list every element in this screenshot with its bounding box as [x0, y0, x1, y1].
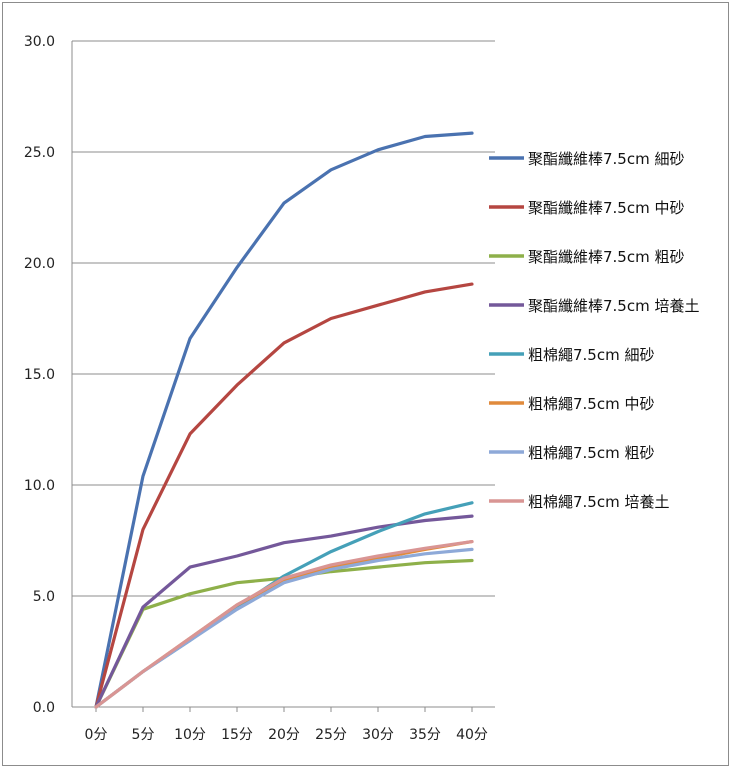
x-tick-label: 30分 — [362, 727, 394, 743]
x-tick-label: 0分 — [85, 727, 108, 743]
series-lines — [96, 133, 472, 707]
legend-label: 粗棉繩7.5cm 培養土 — [528, 493, 669, 511]
legend-label: 粗棉繩7.5cm 中砂 — [528, 395, 654, 413]
y-tick-label: 20.0 — [24, 256, 55, 272]
series-line-2 — [96, 284, 472, 707]
x-tick-labels: 0分 5分 10分 15分 20分 25分 30分 35分 40分 — [85, 707, 488, 743]
y-tick-label: 10.0 — [24, 478, 55, 494]
x-tick-label: 10分 — [174, 727, 206, 743]
x-tick-label: 25分 — [315, 727, 347, 743]
legend-label: 聚酯纖維棒7.5cm 細砂 — [528, 150, 684, 168]
y-tick-label: 25.0 — [24, 145, 55, 161]
x-tick-label: 5分 — [132, 727, 155, 743]
legend-label: 粗棉繩7.5cm 粗砂 — [528, 444, 654, 462]
series-line-7 — [96, 549, 472, 707]
legend-label: 聚酯纖維棒7.5cm 培養土 — [528, 297, 699, 315]
legend-label: 聚酯纖維棒7.5cm 中砂 — [528, 199, 684, 217]
series-line-8 — [96, 542, 472, 707]
series-line-6 — [96, 542, 472, 707]
series-line-1 — [96, 133, 472, 707]
series-line-4 — [96, 516, 472, 707]
x-tick-label: 15分 — [221, 727, 253, 743]
y-tick-label: 30.0 — [24, 34, 55, 50]
x-tick-label: 20分 — [268, 727, 300, 743]
y-tick-label: 5.0 — [33, 589, 55, 605]
legend-label: 粗棉繩7.5cm 細砂 — [528, 346, 654, 364]
y-tick-label: 0.0 — [33, 700, 55, 716]
x-tick-label: 40分 — [456, 727, 488, 743]
x-tick-label: 35分 — [409, 727, 441, 743]
legend-label: 聚酯纖維棒7.5cm 粗砂 — [528, 248, 684, 266]
y-tick-label: 15.0 — [24, 367, 55, 383]
y-tick-labels: 0.0 5.0 10.0 15.0 20.0 25.0 30.0 — [24, 34, 55, 716]
